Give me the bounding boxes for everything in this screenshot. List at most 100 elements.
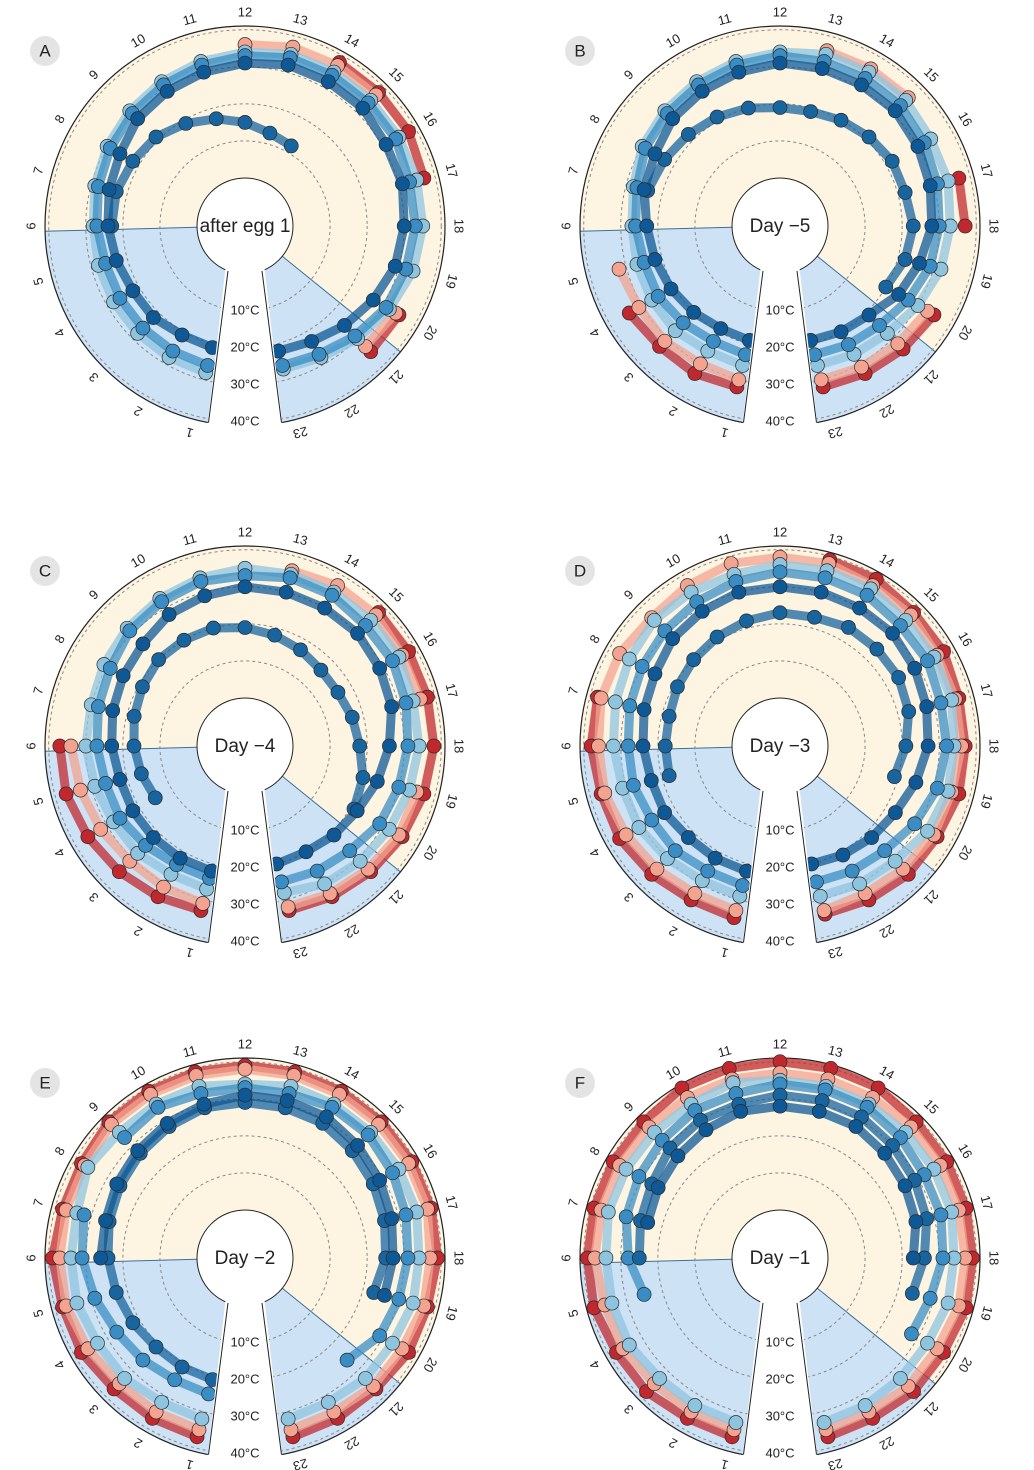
hour-label: 19 xyxy=(978,1304,996,1322)
wedge-edge xyxy=(796,790,817,943)
data-point xyxy=(841,620,856,635)
r-tick-label: 40°C xyxy=(765,414,794,429)
data-point xyxy=(369,774,385,789)
data-point xyxy=(922,1290,938,1306)
data-point xyxy=(320,1394,336,1410)
r-tick-label: 30°C xyxy=(230,1409,259,1424)
hour-label: 12 xyxy=(238,4,252,19)
data-point xyxy=(657,738,673,754)
center-label: after egg 1 xyxy=(200,216,291,237)
data-point xyxy=(385,1335,400,1351)
data-point xyxy=(621,1337,637,1353)
data-point xyxy=(772,564,788,580)
hour-label: 10 xyxy=(663,31,683,51)
data-point xyxy=(206,620,221,636)
data-point xyxy=(739,613,754,629)
hour-label: 14 xyxy=(342,1063,362,1083)
center-label: Day −1 xyxy=(750,1248,811,1269)
data-point xyxy=(816,903,832,918)
data-point xyxy=(898,738,914,754)
data-point xyxy=(652,1371,667,1386)
data-point xyxy=(897,252,913,267)
grid-ring xyxy=(657,103,903,349)
data-point xyxy=(893,1371,908,1386)
hour-label: 1 xyxy=(719,945,730,961)
data-point xyxy=(280,1411,296,1427)
data-point xyxy=(385,1165,400,1181)
data-point xyxy=(813,372,829,388)
data-point xyxy=(813,584,829,600)
data-point xyxy=(904,1326,919,1342)
panel-letter: A xyxy=(39,41,51,60)
hour-label: 19 xyxy=(443,272,461,290)
hour-label: 17 xyxy=(443,162,461,180)
r-tick-label: 10°C xyxy=(230,1335,259,1350)
data-point xyxy=(135,679,150,695)
data-point xyxy=(877,843,893,859)
hour-label: 4 xyxy=(586,846,603,860)
data-point xyxy=(280,57,296,73)
data-point xyxy=(686,652,701,667)
data-point xyxy=(600,1204,616,1220)
r-tick-label: 30°C xyxy=(765,1409,794,1424)
data-point xyxy=(87,1290,103,1306)
data-point xyxy=(635,738,651,754)
data-point xyxy=(919,699,934,715)
data-point xyxy=(135,1352,151,1368)
data-point xyxy=(694,603,710,619)
data-point xyxy=(125,283,141,299)
hour-label: 5 xyxy=(30,276,46,287)
hour-label: 5 xyxy=(565,1308,581,1319)
data-point xyxy=(939,738,954,754)
data-point xyxy=(706,334,721,349)
hour-label: 2 xyxy=(666,1435,680,1452)
hour-label: 16 xyxy=(420,1141,440,1161)
wedge-edge xyxy=(208,790,229,943)
grid-ring xyxy=(122,1135,368,1381)
data-point xyxy=(347,328,363,344)
data-point xyxy=(639,218,655,234)
wedge-edge xyxy=(208,270,229,423)
data-point xyxy=(772,55,788,71)
data-point xyxy=(908,775,924,790)
data-point xyxy=(372,660,388,676)
data-point xyxy=(772,579,788,595)
hour-label: 23 xyxy=(291,944,309,962)
data-point xyxy=(912,256,927,271)
data-point xyxy=(661,708,677,724)
wedge-edge xyxy=(796,1302,817,1455)
hour-label: 6 xyxy=(23,742,38,749)
data-point xyxy=(681,830,696,845)
data-point xyxy=(311,346,327,362)
data-point xyxy=(159,1115,175,1131)
data-point xyxy=(640,1215,656,1230)
hour-label: 7 xyxy=(565,685,581,696)
data-point xyxy=(355,770,371,785)
data-point xyxy=(891,670,906,685)
night-boundary xyxy=(580,746,733,752)
wedge-edge xyxy=(796,270,817,423)
data-point xyxy=(857,1398,873,1413)
hour-label: 16 xyxy=(955,109,975,129)
data-point xyxy=(112,810,128,826)
hour-label: 20 xyxy=(955,323,975,343)
data-point xyxy=(817,570,833,586)
grid-ring xyxy=(657,1135,903,1381)
hour-label: 7 xyxy=(565,165,581,176)
data-point xyxy=(135,320,151,336)
data-point xyxy=(317,600,332,616)
data-point xyxy=(772,1098,788,1114)
data-point xyxy=(405,1295,421,1311)
hour-label: 3 xyxy=(621,370,637,386)
data-point xyxy=(58,786,74,802)
data-point xyxy=(878,279,894,295)
r-tick-label: 40°C xyxy=(765,934,794,949)
hour-label: 21 xyxy=(386,1399,407,1420)
hour-label: 9 xyxy=(86,67,102,83)
wedge-edge xyxy=(261,790,282,943)
data-point xyxy=(920,738,936,754)
hour-label: 18 xyxy=(987,1251,1002,1265)
night-boundary xyxy=(580,226,733,232)
r-tick-label: 30°C xyxy=(230,377,259,392)
data-point xyxy=(686,305,701,320)
